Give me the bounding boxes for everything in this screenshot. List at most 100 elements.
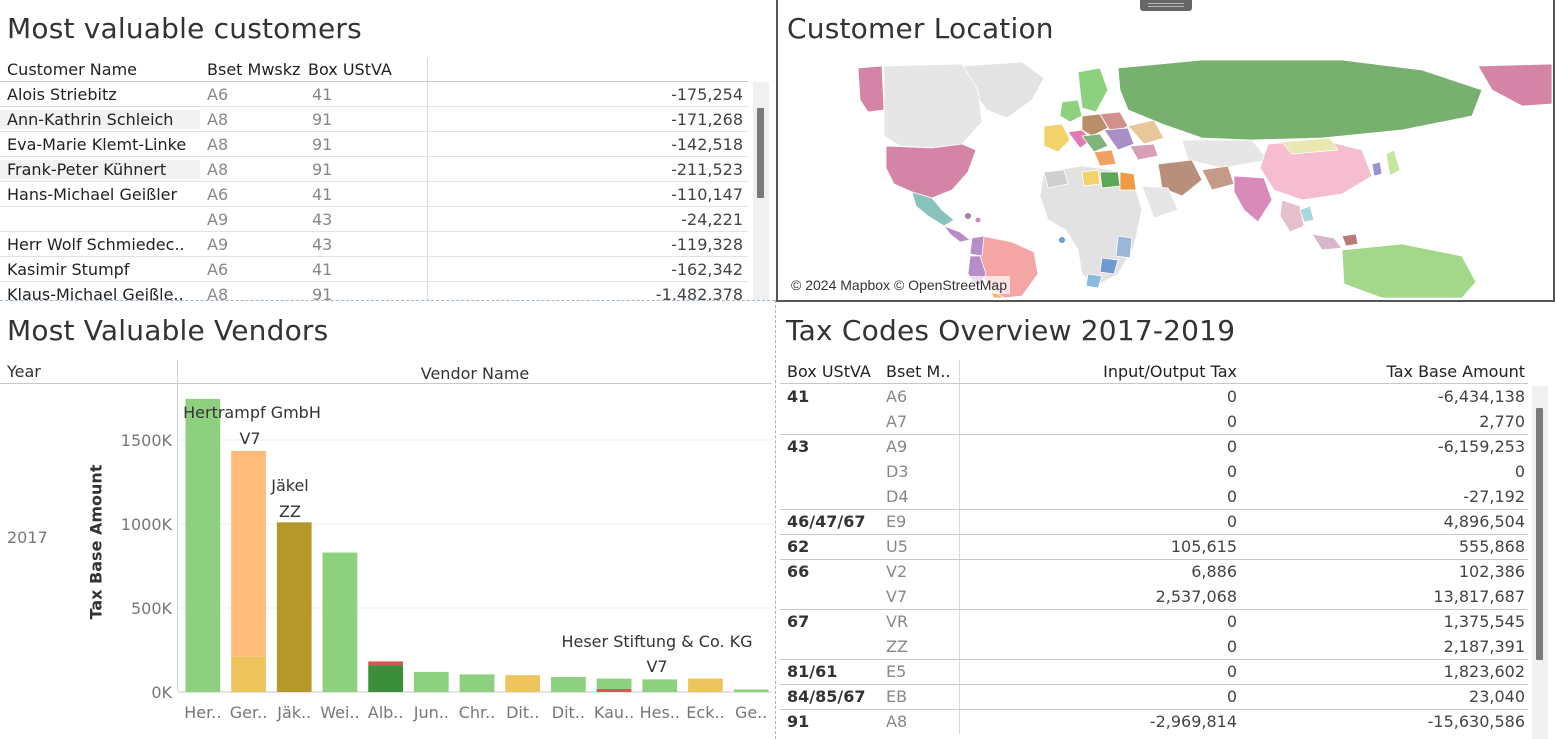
table-row[interactable]: Frank-Peter Kühnert A8 91 -211,523 xyxy=(0,157,748,182)
table-row[interactable]: Alois Striebitz A6 41 -175,254 xyxy=(0,82,748,107)
tax-mwskz: A9 xyxy=(878,434,960,459)
table-row[interactable]: 43 A9 0 -6,159,253 xyxy=(780,434,1528,459)
customer-name[interactable]: Alois Striebitz xyxy=(7,84,117,104)
tax-input-output: -2,969,814 xyxy=(1149,712,1237,731)
table-row[interactable]: Eva-Marie Klemt-Linke A8 91 -142,518 xyxy=(0,132,748,157)
bar[interactable] xyxy=(505,675,541,692)
table-row[interactable]: V7 2,537,068 13,817,687 xyxy=(780,584,1528,609)
map-title: Customer Location xyxy=(787,12,1054,45)
header-tax-base-amount[interactable]: Tax Base Amount xyxy=(1386,362,1525,381)
drag-handle-icon[interactable] xyxy=(1140,0,1192,11)
bar[interactable] xyxy=(596,678,632,689)
header-bset-mwskz[interactable]: Bset Mwskz xyxy=(207,60,301,79)
tax-input-output: 0 xyxy=(1226,412,1237,431)
customer-box: 91 xyxy=(308,132,428,156)
table-row[interactable]: 91 A8 -2,969,814 -15,630,586 xyxy=(780,709,1528,734)
map-credit[interactable]: © 2024 Mapbox © OpenStreetMap xyxy=(788,276,1010,294)
bar[interactable] xyxy=(368,665,403,692)
bar-annotation: ZZ xyxy=(279,502,301,521)
tax-mwskz: D4 xyxy=(878,484,960,509)
tax-input-output: 0 xyxy=(1226,487,1237,506)
customer-box: 43 xyxy=(308,232,428,256)
tax-base-amount: 2,187,391 xyxy=(1443,637,1525,656)
tax-box: 66 xyxy=(787,562,810,581)
bar[interactable] xyxy=(276,522,312,692)
customer-name[interactable]: Hans-Michael Geißler xyxy=(7,184,178,204)
header-vendor-name[interactable]: Vendor Name xyxy=(420,364,530,383)
tax-scrollbar-thumb[interactable] xyxy=(1536,408,1543,660)
bar[interactable] xyxy=(322,552,358,692)
vendor-bar-chart[interactable]: 0K 500K 1000K 1500K Her.. Ger.. Jäk.. Wei.. Alb.… xyxy=(0,384,775,739)
bar[interactable] xyxy=(642,679,678,692)
customer-mwskz: A9 xyxy=(207,209,229,229)
customer-name[interactable]: Herr Wolf Schmiedec.. xyxy=(7,234,185,254)
panel-divider-horizontal xyxy=(0,300,775,301)
bar[interactable] xyxy=(596,688,632,692)
table-row[interactable]: Hans-Michael Geißler A6 41 -110,147 xyxy=(0,182,748,207)
bar-annotation: V7 xyxy=(239,429,260,448)
header-box-ustva[interactable]: Box UStVA xyxy=(787,362,871,381)
bar[interactable] xyxy=(459,674,495,692)
table-row[interactable]: 84/85/67 EB 0 23,040 xyxy=(780,684,1528,709)
world-map[interactable]: © 2024 Mapbox © OpenStreetMap xyxy=(782,60,1552,298)
table-row[interactable]: Kasimir Stumpf A6 41 -162,342 xyxy=(0,257,748,282)
customer-name[interactable]: Ann-Kathrin Schleich xyxy=(0,109,200,129)
table-row[interactable]: Ann-Kathrin Schleich A8 91 -171,268 xyxy=(0,107,748,132)
bar[interactable] xyxy=(733,689,769,692)
table-row[interactable]: 62 U5 105,615 555,868 xyxy=(780,534,1528,559)
table-row[interactable]: Herr Wolf Schmiedec.. A9 43 -119,328 xyxy=(0,232,748,257)
customer-value: -119,328 xyxy=(671,234,743,254)
x-tick-label: Hes.. xyxy=(640,703,680,722)
header-bset-m[interactable]: Bset M.. xyxy=(878,360,960,383)
tax-input-output: 0 xyxy=(1226,612,1237,631)
table-row[interactable]: ZZ 0 2,187,391 xyxy=(780,634,1528,659)
header-input-output-tax[interactable]: Input/Output Tax xyxy=(1103,362,1237,381)
customers-header-row: Customer Name Bset Mwskz Box UStVA xyxy=(0,58,748,82)
header-year[interactable]: Year xyxy=(7,362,41,381)
bar-annotation: Jäkel xyxy=(270,476,309,495)
bar[interactable] xyxy=(688,678,723,692)
customers-table: Customer Name Bset Mwskz Box UStVA Alois… xyxy=(0,58,748,300)
tax-base-amount: 1,823,602 xyxy=(1443,662,1525,681)
tax-base-amount: 0 xyxy=(1514,462,1525,481)
tax-mwskz: E5 xyxy=(878,659,960,684)
table-row[interactable]: A7 0 2,770 xyxy=(780,409,1528,434)
tax-input-output: 0 xyxy=(1226,512,1237,531)
bar[interactable] xyxy=(231,656,266,692)
table-row[interactable]: D3 0 0 xyxy=(780,459,1528,484)
customer-value: -211,523 xyxy=(671,159,743,179)
tax-title: Tax Codes Overview 2017-2019 xyxy=(786,314,1236,347)
x-tick-label: Jäk.. xyxy=(276,703,311,722)
table-row[interactable]: 66 V2 6,886 102,386 xyxy=(780,559,1528,584)
table-row[interactable]: A9 43 -24,221 xyxy=(0,207,748,232)
bar[interactable] xyxy=(185,398,221,692)
table-row[interactable]: Klaus-Michael Geißle.. A8 91 -1,482,378 xyxy=(0,282,748,300)
table-row[interactable]: 81/61 E5 0 1,823,602 xyxy=(780,659,1528,684)
table-row[interactable]: 41 A6 0 -6,434,138 xyxy=(780,384,1528,409)
customer-name[interactable]: Klaus-Michael Geißle.. xyxy=(7,284,184,301)
bar[interactable] xyxy=(551,676,586,692)
tax-input-output: 0 xyxy=(1226,462,1237,481)
customer-value: -24,221 xyxy=(681,209,743,229)
tax-mwskz: EB xyxy=(878,684,960,709)
tax-box: 41 xyxy=(787,387,810,406)
bar[interactable] xyxy=(368,661,403,666)
customers-scrollbar-thumb[interactable] xyxy=(757,108,764,198)
bar[interactable] xyxy=(413,671,449,692)
table-row[interactable]: 46/47/67 E9 0 4,896,504 xyxy=(780,509,1528,534)
header-customer-name[interactable]: Customer Name xyxy=(7,60,138,79)
customer-name[interactable]: Eva-Marie Klemt-Linke xyxy=(7,134,187,154)
x-tick-label: Wei.. xyxy=(320,703,359,722)
tax-mwskz: E9 xyxy=(878,509,960,534)
table-row[interactable]: D4 0 -27,192 xyxy=(780,484,1528,509)
vendors-title: Most Valuable Vendors xyxy=(7,314,329,347)
header-box-ustva[interactable]: Box UStVA xyxy=(308,58,428,81)
table-row[interactable]: 67 VR 0 1,375,545 xyxy=(780,609,1528,634)
customer-box: 91 xyxy=(308,107,428,131)
bar-annotation: V7 xyxy=(646,657,667,676)
customer-name[interactable]: Kasimir Stumpf xyxy=(7,259,130,279)
bar[interactable] xyxy=(231,450,266,657)
customer-name[interactable]: Frank-Peter Kühnert xyxy=(0,159,200,179)
tax-mwskz: U5 xyxy=(878,534,960,559)
bar-annotation: Heser Stiftung & Co. KG xyxy=(561,632,752,651)
